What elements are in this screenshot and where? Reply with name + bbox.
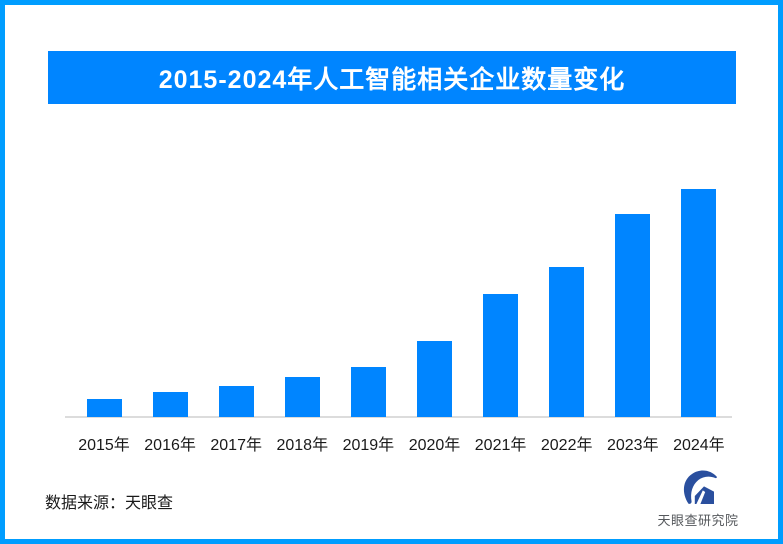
x-tick-label: 2021年 bbox=[474, 437, 527, 454]
x-tick-label: 2020年 bbox=[408, 437, 461, 454]
data-source-label: 数据来源：天眼查 bbox=[45, 495, 174, 512]
x-tick-label: 2017年 bbox=[210, 437, 262, 454]
x-axis-line bbox=[65, 416, 732, 418]
chart-title: 2015-2024年人工智能相关企业数量变化 bbox=[158, 65, 626, 94]
title-banner: 2015-2024年人工智能相关企业数量变化 bbox=[48, 51, 736, 104]
x-tick-label: 2019年 bbox=[342, 437, 395, 454]
tianyancha-logo: 天眼查研究院 bbox=[648, 468, 748, 529]
x-tick-label: 2022年 bbox=[540, 437, 593, 454]
bar-2024年 bbox=[681, 189, 717, 417]
bar-2018年 bbox=[284, 377, 320, 417]
x-tick-label: 2016年 bbox=[144, 437, 196, 454]
x-tick-label: 2023年 bbox=[606, 437, 659, 454]
bar-2022年 bbox=[549, 267, 585, 417]
bar-2015年 bbox=[86, 399, 122, 417]
bar-2023年 bbox=[615, 214, 651, 417]
bar-2017年 bbox=[218, 386, 254, 417]
bar-2019年 bbox=[350, 367, 386, 417]
bar-2016年 bbox=[152, 392, 188, 417]
x-tick-label: 2024年 bbox=[673, 437, 725, 454]
bar-2020年 bbox=[417, 341, 452, 417]
bar-2021年 bbox=[483, 294, 519, 417]
logo-text: 天眼查研究院 bbox=[657, 513, 739, 528]
x-tick-label: 2015年 bbox=[78, 437, 130, 454]
x-tick-label: 2018年 bbox=[276, 437, 329, 454]
tianyancha-eye-icon bbox=[683, 470, 717, 504]
